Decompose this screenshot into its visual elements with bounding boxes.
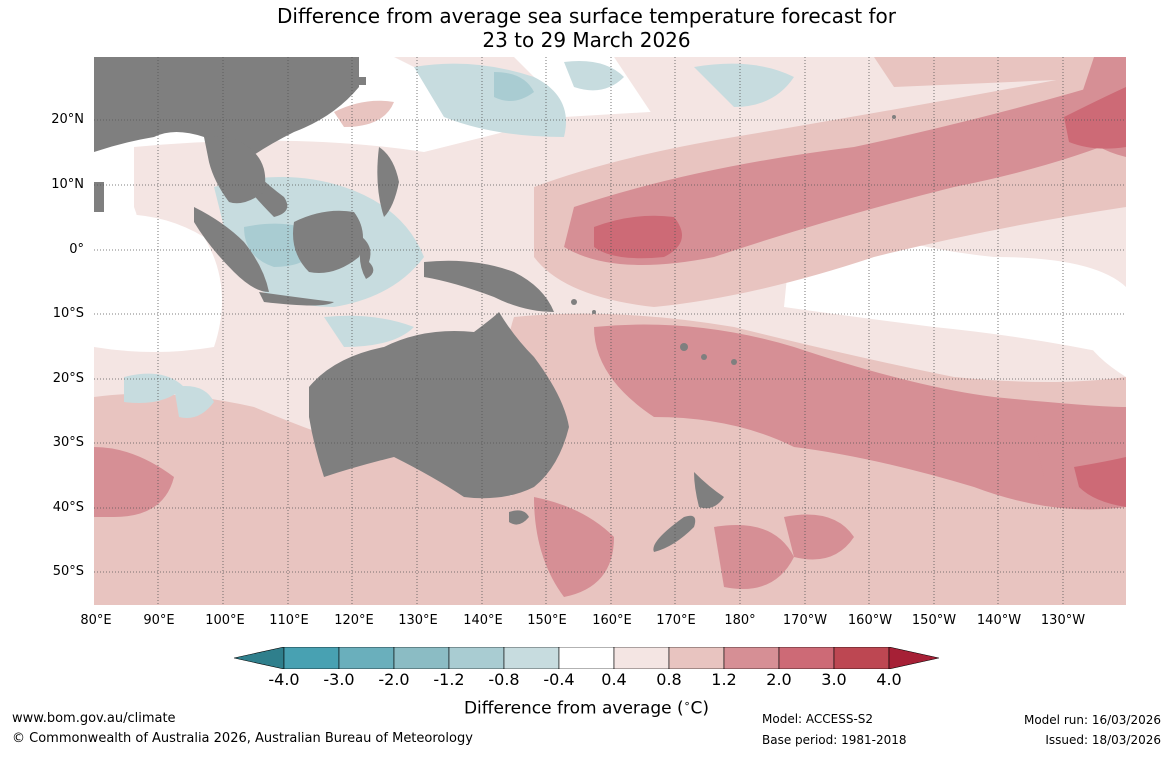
footer-model-run: Model run: 16/03/2026 xyxy=(1023,713,1161,727)
footer-issued: Issued: 18/03/2026 xyxy=(1045,733,1161,747)
colorbar-label: 1.2 xyxy=(711,670,737,689)
lon-label-110e: 110°E xyxy=(269,613,309,628)
new-zealand-south xyxy=(653,515,696,552)
colorbar-cell xyxy=(613,647,670,669)
borneo xyxy=(293,210,363,273)
map-title: Difference from average sea surface temp… xyxy=(0,4,1173,52)
colorbar-label: 2.0 xyxy=(766,670,792,689)
colorbar-high-extend xyxy=(888,647,939,669)
lat-label-30s: 30°S xyxy=(52,435,84,450)
lat-label-20s: 20°S xyxy=(52,371,84,386)
colorbar-label: 3.0 xyxy=(821,670,847,689)
sri-lanka xyxy=(94,182,104,212)
warm-anomaly-strong xyxy=(94,57,1126,597)
colorbar-label: 4.0 xyxy=(876,670,902,689)
footer-base-period: Base period: 1981-2018 xyxy=(762,733,907,747)
title-line-2: 23 to 29 March 2026 xyxy=(482,28,691,52)
colorbar-cell xyxy=(503,647,560,669)
lat-label-20n: 20°N xyxy=(51,112,84,127)
java xyxy=(259,292,334,306)
lon-label-160e: 160°E xyxy=(592,613,632,628)
graticule xyxy=(94,57,1126,605)
colorbar-label: 0.8 xyxy=(656,670,682,689)
colorbar-cell xyxy=(668,647,725,669)
colorbar-cell xyxy=(283,647,340,669)
colorbar-cell xyxy=(558,647,615,669)
lat-label-50s: 50°S xyxy=(52,564,84,579)
colorbar-cell xyxy=(833,647,890,669)
lon-label-120e: 120°E xyxy=(334,613,374,628)
tasmania xyxy=(509,510,529,525)
colorbar-label: -2.0 xyxy=(378,670,410,689)
warm-anomaly-strongest xyxy=(594,87,1126,507)
australia xyxy=(309,312,569,499)
lon-label-140e: 140°E xyxy=(463,613,503,628)
lat-label-10n: 10°N xyxy=(51,177,84,192)
colorbar-title: Difference from average (∘C) xyxy=(463,697,710,719)
footer-model: Model: ACCESS-S2 xyxy=(762,712,874,726)
asia-mainland xyxy=(94,57,359,217)
new-guinea xyxy=(424,260,554,312)
sulawesi xyxy=(359,237,374,279)
colorbar-cell xyxy=(393,647,450,669)
colorbar-cell xyxy=(338,647,395,669)
sumatra xyxy=(194,207,269,292)
lon-label-130w: 130°W xyxy=(1040,613,1086,628)
footer-url[interactable]: www.bom.gov.au/climate xyxy=(12,711,176,726)
colorbar-label: -4.0 xyxy=(268,670,300,689)
lon-label-130e: 130°E xyxy=(398,613,438,628)
title-line-1: Difference from average sea surface temp… xyxy=(276,4,896,28)
lat-label-40s: 40°S xyxy=(52,500,84,515)
colorbar-label: 0.4 xyxy=(601,670,627,689)
lat-label-10s: 10°S xyxy=(52,306,84,321)
colorbar xyxy=(234,647,939,669)
lat-label-0: 0° xyxy=(69,242,84,257)
colorbar-label: -0.8 xyxy=(488,670,520,689)
land-masses xyxy=(94,57,896,552)
new-zealand-north xyxy=(694,472,724,509)
colorbar-label: -3.0 xyxy=(323,670,355,689)
lon-label-160w: 160°W xyxy=(847,613,893,628)
lon-label-140w: 140°W xyxy=(976,613,1022,628)
lon-label-170e: 170°E xyxy=(656,613,696,628)
lon-label-150e: 150°E xyxy=(527,613,567,628)
colorbar-label: -1.2 xyxy=(433,670,465,689)
lon-label-170w: 170°W xyxy=(782,613,828,628)
philippines xyxy=(377,147,399,217)
colorbar-cell xyxy=(723,647,780,669)
colorbar-low-extend xyxy=(234,647,285,669)
colorbar-cell xyxy=(778,647,835,669)
sst-anomaly-map xyxy=(94,57,1126,605)
colorbar-cell xyxy=(448,647,505,669)
lon-label-100e: 100°E xyxy=(205,613,245,628)
lon-label-80e: 80°E xyxy=(80,613,112,628)
lon-label-150w: 150°W xyxy=(911,613,957,628)
lon-label-180: 180° xyxy=(724,613,756,628)
colorbar-label: -0.4 xyxy=(543,670,575,689)
lon-label-90e: 90°E xyxy=(143,613,175,628)
indochina xyxy=(204,136,266,204)
footer-copyright: © Commonwealth of Australia 2026, Austra… xyxy=(12,731,473,746)
